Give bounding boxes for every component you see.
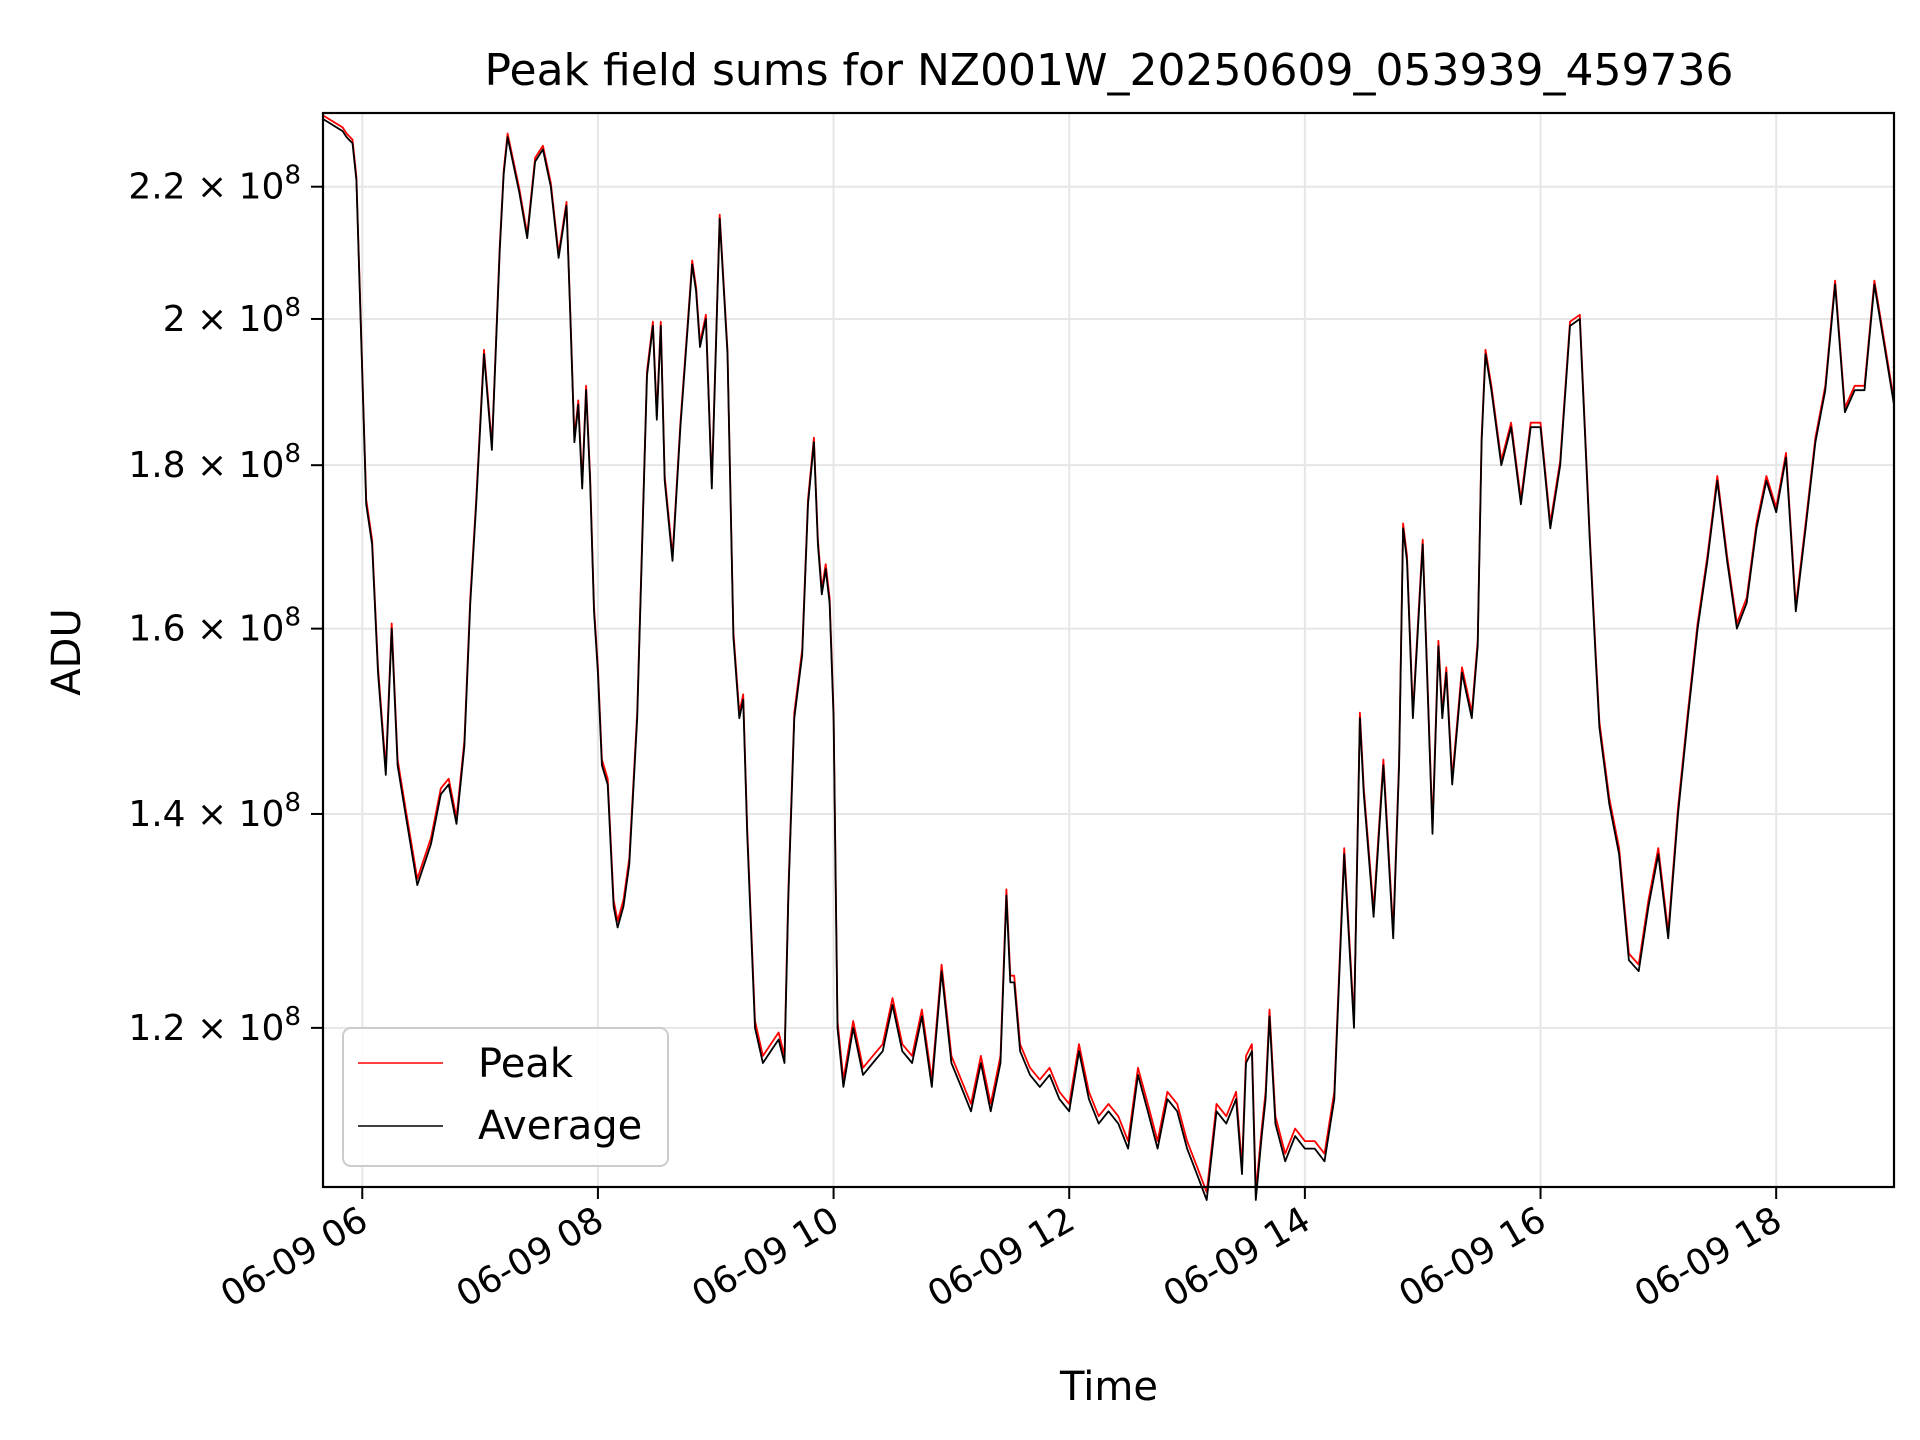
y-tick-label: 2.2 × 108: [128, 161, 301, 208]
legend-label-average: Average: [478, 1103, 642, 1149]
y-tick-label: 1.8 × 108: [128, 439, 301, 486]
y-axis: 1.2 × 108 1.4 × 108 1.6 × 108 1.8 × 108 2 × …: [128, 161, 323, 1049]
plot-frame: [321, 111, 1896, 1189]
y-tick-label: 1.6 × 108: [128, 603, 301, 650]
x-tick-label: 06-09 06: [214, 1199, 375, 1315]
y-tick-label: 1.2 × 108: [128, 1002, 301, 1049]
x-tick-label: 06-09 16: [1392, 1199, 1553, 1315]
legend: Peak Average: [342, 1027, 669, 1167]
y-axis-label: ADU: [44, 608, 90, 695]
y-tick-label: 2 × 108: [163, 293, 301, 340]
x-axis: 06-09 06 06-09 08 06-09 10 06-09 12 06-09 14…: [214, 1187, 1789, 1316]
chart-title: Peak field sums for NZ001W_20250609_0539…: [485, 45, 1734, 96]
grid-lines: [323, 113, 1894, 1187]
series-line-average: [322, 118, 1895, 1201]
x-tick-label: 06-09 08: [450, 1199, 611, 1315]
x-tick-label: 06-09 12: [921, 1199, 1082, 1315]
x-axis-label: Time: [1059, 1364, 1158, 1410]
y-tick-label: 1.4 × 108: [128, 788, 301, 835]
x-tick-label: 06-09 14: [1157, 1199, 1318, 1315]
series-layer: [322, 114, 1895, 1201]
x-tick-label: 06-09 10: [685, 1199, 846, 1315]
legend-label-peak: Peak: [478, 1041, 574, 1087]
x-tick-label: 06-09 18: [1628, 1199, 1789, 1315]
